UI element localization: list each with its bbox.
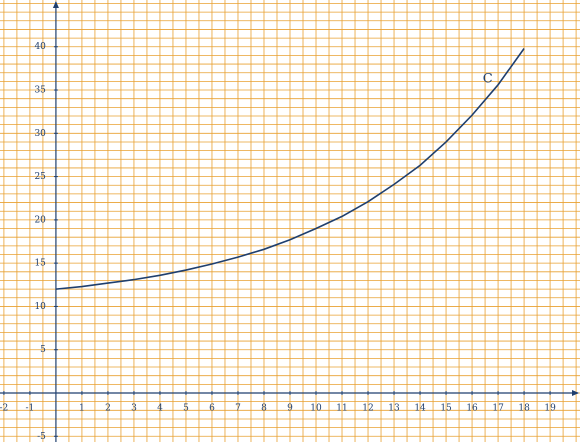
x-tick-label: 9 xyxy=(287,404,293,414)
x-tick-label: 14 xyxy=(414,404,426,414)
x-tick-label: 13 xyxy=(388,404,400,414)
y-tick-label: 5 xyxy=(40,345,46,355)
x-axis-arrow xyxy=(572,390,579,397)
y-tick-label: 40 xyxy=(34,42,46,52)
x-tick-label: 16 xyxy=(466,404,478,414)
y-tick-label: -5 xyxy=(37,432,46,442)
x-tick-label: 11 xyxy=(336,404,347,414)
x-tick-label: 19 xyxy=(544,404,556,414)
x-tick-label: -1 xyxy=(26,404,35,414)
x-tick-label: 5 xyxy=(183,404,189,414)
y-tick-label: 10 xyxy=(34,302,46,312)
x-tick-label: 15 xyxy=(440,404,452,414)
y-axis-arrow xyxy=(52,1,59,8)
y-tick-label: 35 xyxy=(34,86,46,96)
x-tick-label: 1 xyxy=(79,404,85,414)
x-tick-label: 12 xyxy=(362,404,373,414)
x-tick-label: 2 xyxy=(105,404,111,414)
y-tick-label: 25 xyxy=(34,172,46,182)
y-tick-label: 30 xyxy=(34,129,46,139)
x-tick-label: 18 xyxy=(518,404,530,414)
curve-label: C xyxy=(483,71,493,86)
x-tick-label: 6 xyxy=(209,404,215,414)
y-tick-label: 20 xyxy=(34,215,46,225)
x-tick-label: 8 xyxy=(261,404,267,414)
x-tick-label: 10 xyxy=(310,404,322,414)
x-tick-label: 4 xyxy=(157,404,163,414)
x-tick-label: 17 xyxy=(492,404,504,414)
y-tick-label: 15 xyxy=(34,259,46,269)
x-tick-label: -2 xyxy=(0,404,8,414)
x-tick-label: 7 xyxy=(235,404,241,414)
curve xyxy=(55,48,525,290)
x-tick-label: 3 xyxy=(131,404,137,414)
